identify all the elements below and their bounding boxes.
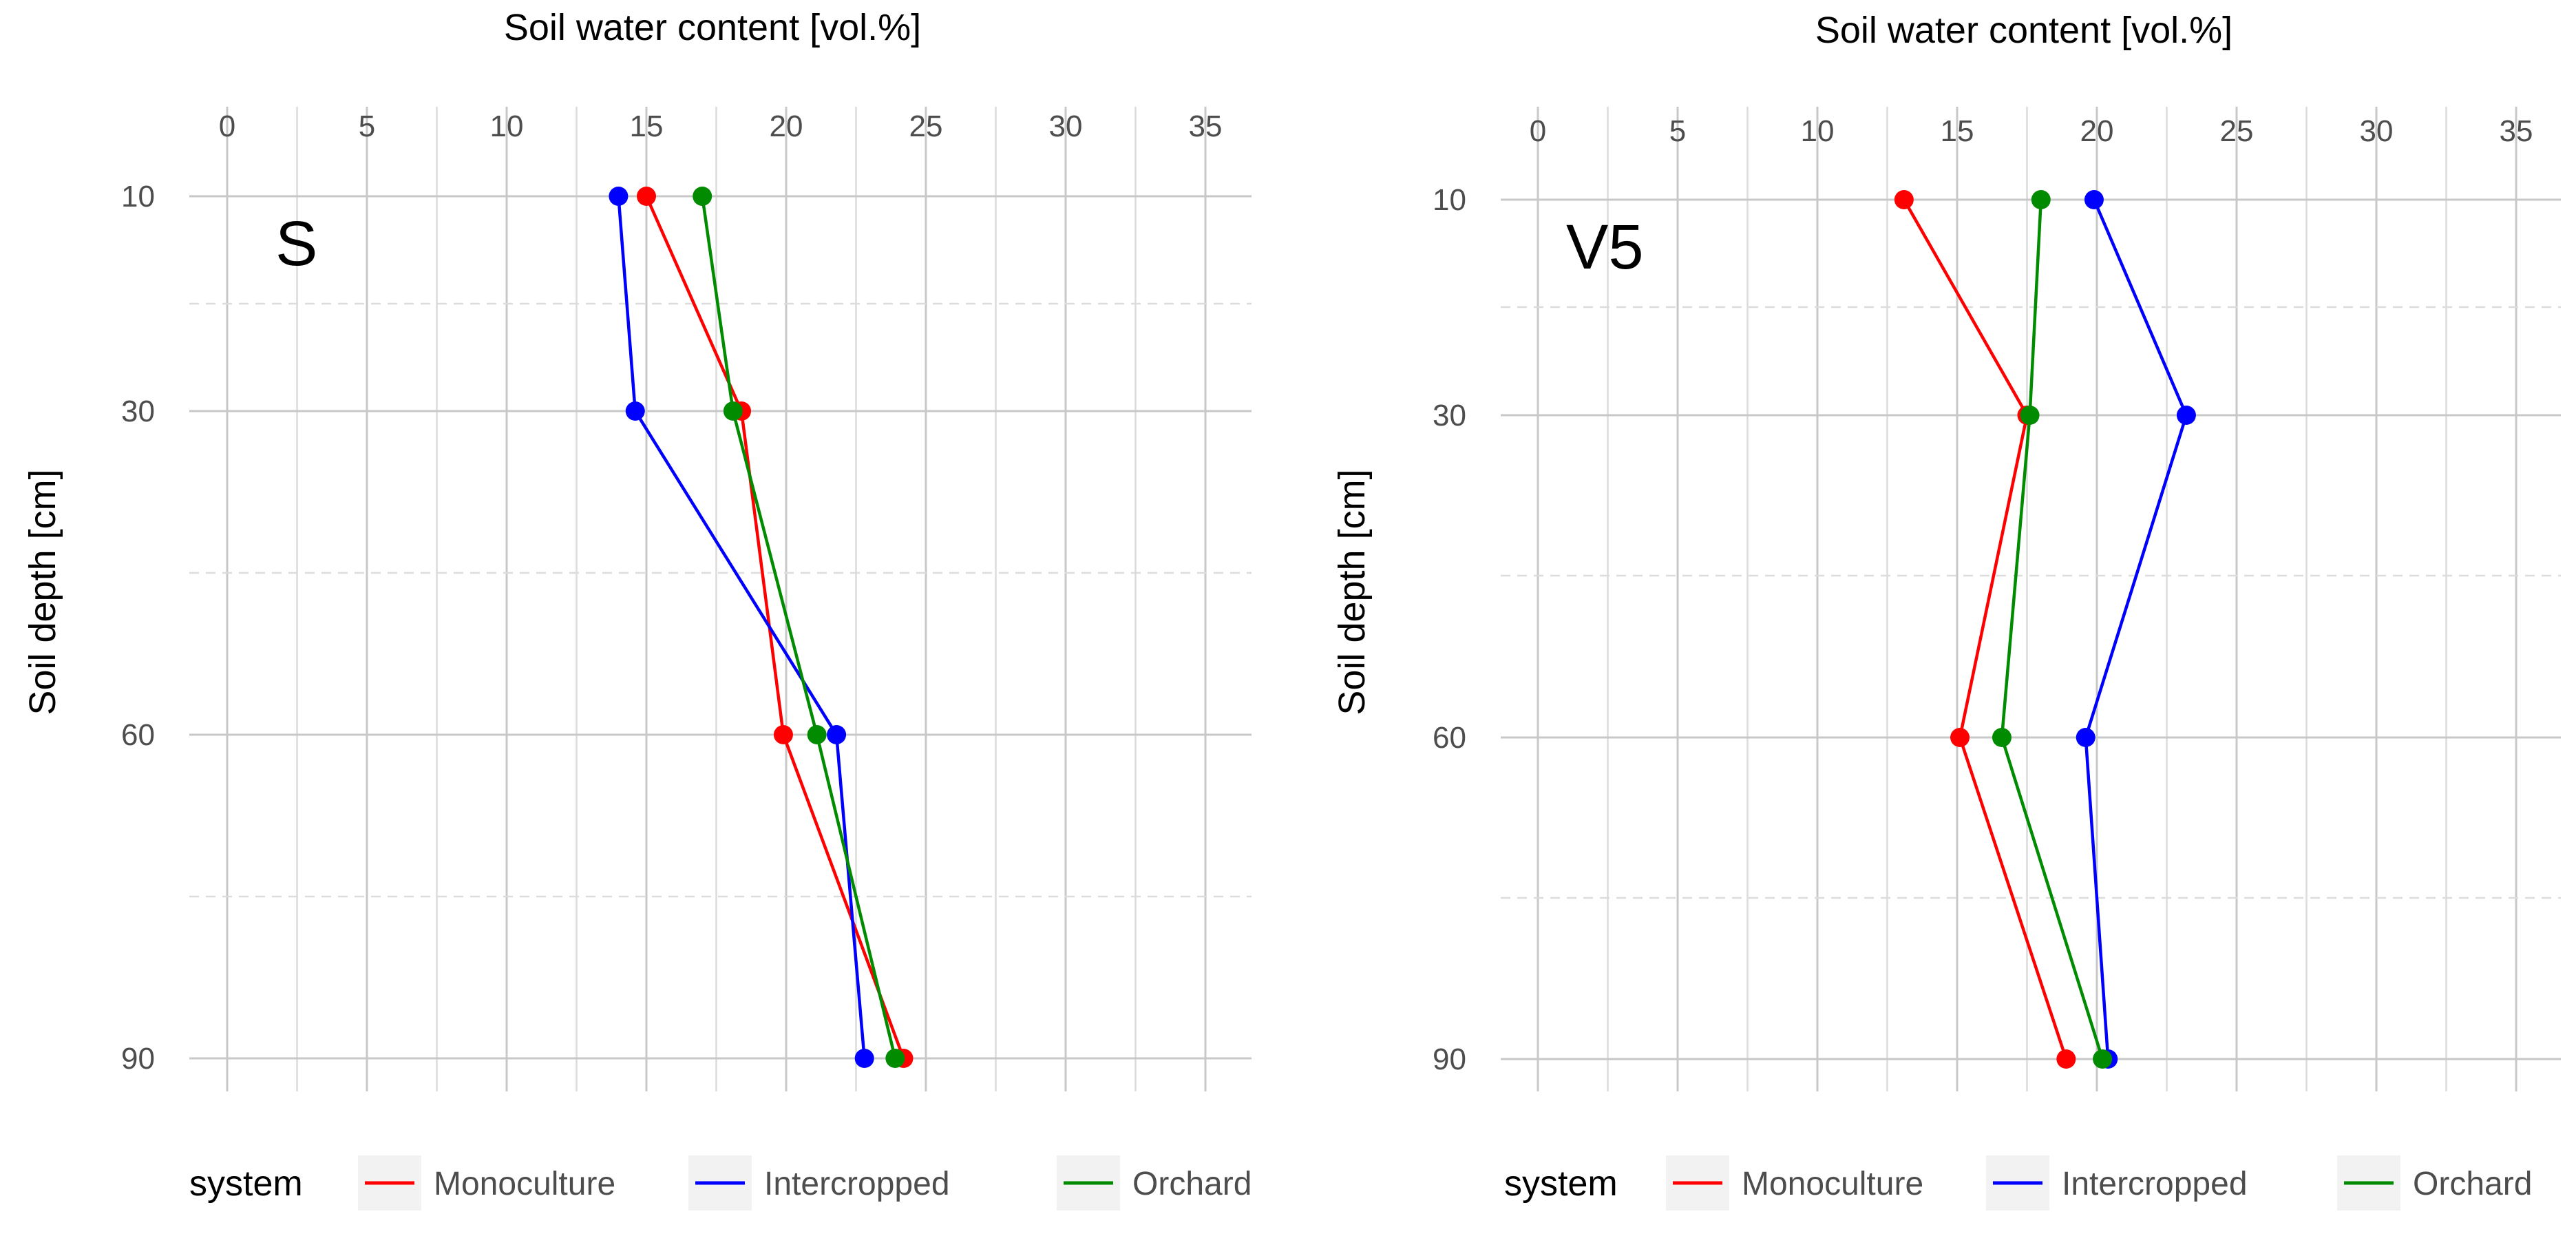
data-point [1894,190,1914,209]
x-tick-label: 15 [1941,114,1974,148]
legend-label: Orchard [1132,1166,1252,1202]
data-point [693,187,712,206]
y-tick-label: 30 [1433,399,1466,432]
series-line [2000,199,2104,1060]
data-point [1992,728,2012,747]
data-point [723,401,743,421]
x-tick-label: 0 [1530,114,1546,148]
x-tick-label: 10 [490,109,524,143]
data-point [2020,406,2040,425]
series-line [644,196,905,1059]
data-point [885,1049,905,1068]
panel-label: S [275,209,317,279]
data-point [637,187,656,206]
x-tick-label: 25 [909,109,943,143]
y-axis-title: Soil depth [cm] [22,469,63,715]
y-tick-label: 10 [121,180,155,213]
series-orchard [693,187,905,1068]
data-point [2031,190,2051,209]
x-tick-label: 20 [2080,114,2114,148]
y-tick-label: 90 [1433,1043,1466,1076]
series-intercropped [609,187,874,1068]
y-axis-title: Soil depth [cm] [1331,469,1373,715]
x-tick-label: 20 [770,109,803,143]
data-point [773,725,793,744]
legend-title: system [1504,1164,1618,1204]
series-line [617,196,866,1059]
series-line [1902,198,2068,1060]
x-tick-label: 0 [219,109,235,143]
series-monoculture [1894,190,2076,1069]
data-point [2176,406,2196,425]
data-point [854,1049,874,1068]
data-point [2093,1049,2113,1069]
panel-1: 0 5 10 15 20 25 30 35 10 30 60 90 Soil water content… [1331,10,2561,1211]
legend: system Monoculture Intercropped Orchard [1504,1155,2532,1211]
x-tick-label: 10 [1801,114,1835,148]
x-tick-label: 5 [359,109,375,143]
y-tick-label: 90 [121,1042,155,1076]
x-tick-label: 30 [1049,109,1083,143]
series-monoculture [637,187,914,1068]
y-tick-label: 10 [1433,183,1466,217]
series-orchard [1992,190,2113,1069]
legend-label: Monoculture [434,1166,615,1202]
x-axis-title: Soil water content [vol.%] [1815,10,2232,51]
legend-label: Intercropped [764,1166,950,1202]
series-intercropped [2076,190,2196,1069]
legend-label: Monoculture [1742,1166,1923,1202]
legend-label: Intercropped [2062,1166,2248,1202]
series-line [700,196,897,1059]
data-point [625,401,645,421]
legend-label: Orchard [2413,1166,2532,1202]
series-line [2084,199,2188,1060]
x-tick-label: 15 [630,109,664,143]
y-tick-label: 60 [1433,721,1466,755]
x-tick-label: 35 [1189,109,1223,143]
legend: system Monoculture Intercropped Orchard [189,1155,1252,1211]
data-point [2056,1049,2076,1069]
data-point [2084,190,2104,209]
data-point [827,725,847,744]
legend-title: system [189,1164,303,1204]
y-tick-label: 60 [121,718,155,752]
data-point [2076,728,2095,747]
panel-label: V5 [1566,212,1644,282]
x-tick-label: 30 [2360,114,2394,148]
data-point [807,725,827,744]
data-point [1950,728,1970,747]
x-axis-title: Soil water content [vol.%] [504,7,921,48]
x-tick-label: 5 [1669,114,1686,148]
y-tick-label: 30 [121,395,155,428]
data-point [609,187,629,206]
panel-0: 0 5 10 15 20 25 30 35 10 30 60 90 Soil water content… [22,7,1252,1211]
x-tick-label: 35 [2500,114,2533,148]
x-tick-label: 25 [2220,114,2254,148]
